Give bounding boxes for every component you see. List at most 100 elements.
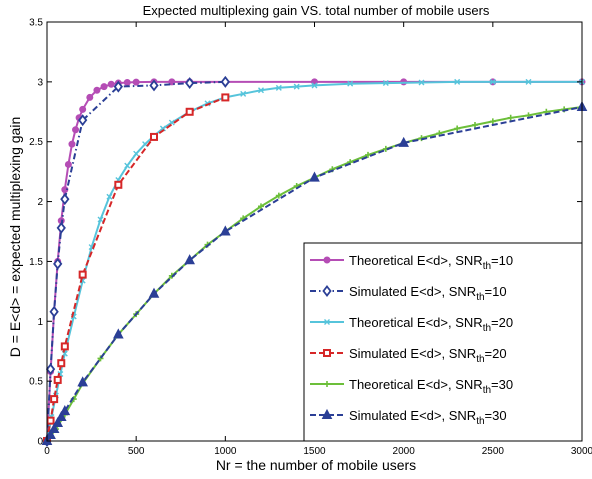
series-5-point xyxy=(220,225,231,236)
series-5-point xyxy=(48,422,60,434)
series-0-point xyxy=(64,160,72,168)
series-3-point xyxy=(323,349,331,357)
y-tick-label: 0 xyxy=(37,437,43,448)
legend-label-subscript: th xyxy=(483,261,491,272)
series-0-point xyxy=(79,105,87,113)
legend-label-text: Theoretical E<d>, SNR xyxy=(349,377,483,392)
series-5-point xyxy=(77,376,88,387)
series-5-point xyxy=(113,328,124,339)
series-2-point xyxy=(258,87,264,94)
series-4-point xyxy=(258,203,264,210)
series-5-point xyxy=(321,408,333,419)
series-4-point xyxy=(365,151,371,158)
legend-label-suffix: =30 xyxy=(491,377,513,392)
series-4-point xyxy=(489,118,496,125)
series-3-point xyxy=(150,132,158,141)
series-2-point xyxy=(525,78,532,85)
plot-area xyxy=(41,75,588,447)
legend-label: Theoretical E<d>, SNRth=10 xyxy=(349,253,513,272)
series-2-point xyxy=(275,84,282,91)
series-5 xyxy=(41,100,588,445)
x-tick-label: 1000 xyxy=(214,446,237,457)
series-1 xyxy=(42,75,230,447)
series-0-point xyxy=(93,86,101,94)
legend-label-text: Simulated E<d>, SNR xyxy=(349,346,476,361)
series-2-point xyxy=(124,162,131,169)
series-0-point xyxy=(323,256,331,264)
y-tick-label: 2.5 xyxy=(29,137,43,148)
series-1-point xyxy=(149,79,159,92)
series-4-point xyxy=(454,125,461,132)
legend-box xyxy=(303,242,583,442)
y-tick-label: 2 xyxy=(37,197,43,208)
series-3-point xyxy=(185,107,194,116)
series-0-point xyxy=(123,78,131,86)
legend-label-subscript: th xyxy=(476,292,484,303)
legend-label-suffix: =20 xyxy=(485,346,507,361)
series-5-line xyxy=(46,106,583,442)
x-tick-label: 500 xyxy=(128,446,145,457)
x-tick-label: 2500 xyxy=(482,446,505,457)
series-2-point xyxy=(240,90,247,97)
series-2-point xyxy=(293,83,300,90)
series-3-point xyxy=(114,180,123,189)
series-0-point xyxy=(68,140,76,148)
legend-label-text: Simulated E<d>, SNR xyxy=(349,408,476,423)
legend-label: Theoretical E<d>, SNRth=20 xyxy=(349,315,513,334)
legend-label: Simulated E<d>, SNRth=30 xyxy=(349,408,507,427)
series-4-point xyxy=(275,192,282,199)
legend-entry: Theoretical E<d>, SNRth=30 xyxy=(310,377,513,396)
series-5-point xyxy=(52,416,64,428)
series-3-point xyxy=(78,270,87,279)
legend-label-text: Simulated E<d>, SNR xyxy=(349,284,476,299)
x-tick-label: 0 xyxy=(44,446,50,457)
series-3-point xyxy=(221,93,230,102)
series-0-point xyxy=(132,78,140,86)
series-2-line xyxy=(46,80,582,442)
legend-entry: Theoretical E<d>, SNRth=20 xyxy=(310,315,513,334)
series-1-point xyxy=(53,257,63,270)
y-tick-label: 0.5 xyxy=(29,377,43,388)
series-5-point xyxy=(45,428,56,440)
y-tick-label: 3.5 xyxy=(29,18,43,29)
legend-label: Simulated E<d>, SNRth=10 xyxy=(349,284,507,303)
y-tick-label: 1.5 xyxy=(29,257,43,268)
series-0-point xyxy=(107,80,115,88)
series-3-point xyxy=(50,395,59,404)
series-2-point xyxy=(159,125,166,132)
series-1-point xyxy=(220,75,230,88)
legend-entry: Simulated E<d>, SNRth=10 xyxy=(310,284,507,303)
series-5-point xyxy=(398,136,409,147)
series-1-line xyxy=(46,80,226,442)
legend-label-subscript: th xyxy=(483,323,491,334)
x-tick-label: 3000 xyxy=(571,446,592,457)
legend-entry: Simulated E<d>, SNRth=30 xyxy=(310,408,507,427)
y-tick-label: 3 xyxy=(37,77,43,88)
series-5-point xyxy=(184,254,195,265)
series-3-point xyxy=(46,416,55,425)
series-5-point xyxy=(55,410,67,422)
series-1-point xyxy=(322,285,332,297)
series-2-point xyxy=(454,78,461,85)
legend-label-text: Theoretical E<d>, SNR xyxy=(349,253,483,268)
x-tick-label: 1500 xyxy=(303,446,326,457)
series-5-point xyxy=(309,171,320,182)
series-5-point xyxy=(59,405,71,416)
legend-label-suffix: =30 xyxy=(485,408,507,423)
series-1-point xyxy=(60,193,70,206)
legend-label-suffix: =20 xyxy=(491,315,513,330)
series-3-point xyxy=(57,359,66,368)
series-2-point xyxy=(168,119,175,126)
legend-label: Theoretical E<d>, SNRth=30 xyxy=(349,377,513,396)
legend-label-suffix: =10 xyxy=(485,284,507,299)
series-2-point xyxy=(311,82,318,89)
axis-ticks: 0 500 1000 1500 2000 2500 3000 0 0.5 1 1.5 2 2.5 3 3.5 xyxy=(29,18,592,458)
series-2-point xyxy=(382,80,389,87)
series-1-point xyxy=(78,114,88,127)
series-0-point xyxy=(100,83,108,91)
series-2-point xyxy=(106,193,113,200)
series-1-point xyxy=(56,221,66,234)
series-2-point xyxy=(324,319,330,325)
